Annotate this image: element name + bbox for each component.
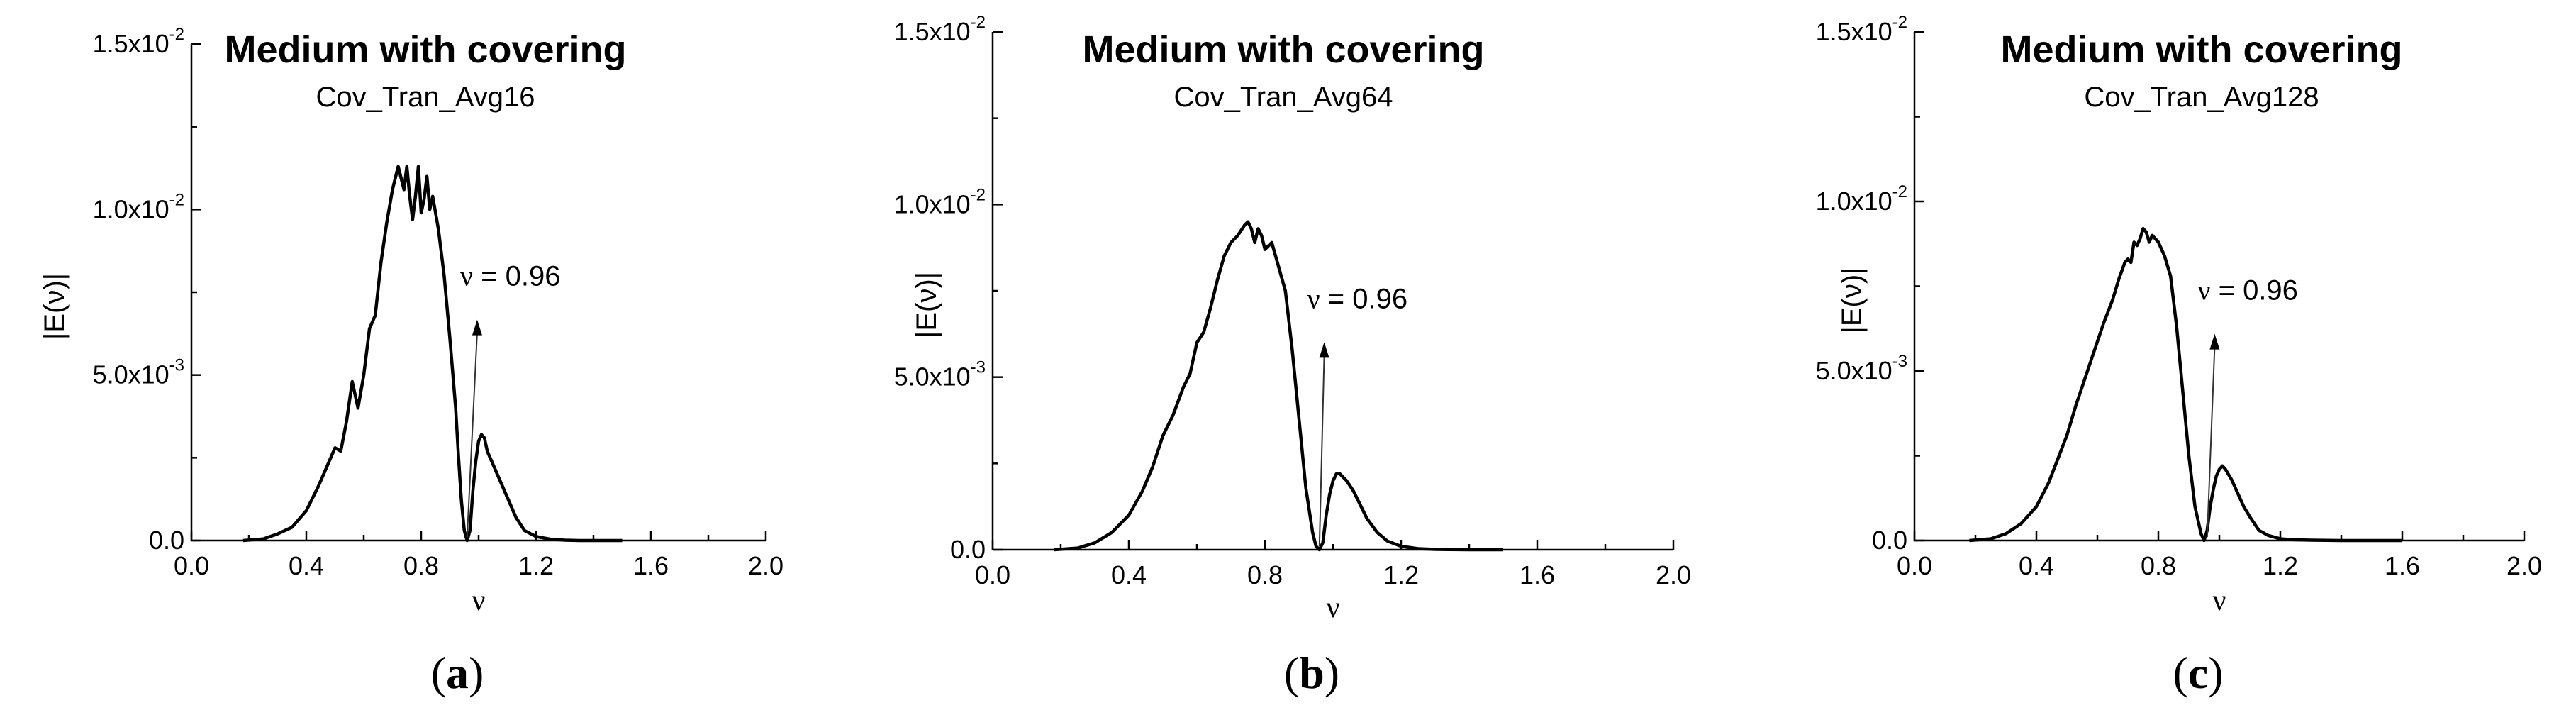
x-tick-label: 0.8 bbox=[1247, 560, 1283, 589]
panel-label: (c) bbox=[2173, 648, 2223, 698]
y-axis-label: |E(ν)| bbox=[911, 272, 942, 338]
y-tick-label: 5.0x10-3 bbox=[93, 356, 184, 389]
chart-panel-a: 0.0 0.4 0.8 1.2 1.6 2.0 0.0 5.0x10-3 1.0x10-2 1.5… bbox=[39, 25, 784, 698]
chart-subtitle: Cov_Tran_Avg16 bbox=[316, 82, 535, 113]
y-tick-label: 1.5x10-2 bbox=[894, 13, 986, 46]
x-tick-label: 1.2 bbox=[2263, 551, 2298, 580]
y-tick-label: 0.0 bbox=[149, 526, 184, 555]
series-line bbox=[1054, 220, 1503, 552]
annotation-arrow-head bbox=[472, 319, 482, 336]
x-tick-label: 1.2 bbox=[1383, 560, 1419, 589]
panel-label: (a) bbox=[431, 648, 484, 698]
x-tick-label: 0.4 bbox=[289, 551, 324, 580]
x-tick-label: 2.0 bbox=[748, 551, 784, 580]
y-axis-label: |E(ν)| bbox=[1836, 267, 1868, 333]
x-tick-label: 0.8 bbox=[403, 551, 439, 580]
annotation-arrow bbox=[466, 332, 478, 538]
y-tick-label: 1.5x10-2 bbox=[93, 25, 184, 58]
annotation-arrow bbox=[2206, 346, 2216, 538]
x-tick-label: 2.0 bbox=[1656, 560, 1691, 589]
y-axis-label: |E(ν)| bbox=[39, 273, 70, 340]
y-tick-label: 5.0x10-3 bbox=[1816, 352, 1907, 385]
annotation-arrow bbox=[1318, 355, 1325, 547]
chart-panel-b: 0.0 0.4 0.8 1.2 1.6 2.0 0.0 5.0x10-3 1.0x10-2 1.5… bbox=[894, 13, 1691, 698]
x-tick-label: 2.0 bbox=[2507, 551, 2542, 580]
x-tick-label: 0.0 bbox=[174, 551, 209, 580]
y-tick-label: 1.0x10-2 bbox=[894, 185, 986, 218]
y-tick-label: 1.0x10-2 bbox=[93, 190, 184, 223]
x-tick-label: 1.6 bbox=[2385, 551, 2420, 580]
chart-title: Medium with covering bbox=[224, 28, 626, 71]
annotation-label: ν = 0.96 bbox=[1307, 282, 1408, 314]
y-tick-label: 1.5x10-2 bbox=[1816, 13, 1907, 46]
x-axis-label: ν bbox=[2213, 584, 2226, 617]
x-tick-label: 0.4 bbox=[2019, 551, 2054, 580]
x-axis-label: ν bbox=[1327, 592, 1340, 624]
x-tick-label: 0.8 bbox=[2141, 551, 2176, 580]
x-axis-label: ν bbox=[472, 584, 486, 617]
annotation-arrow-head bbox=[2209, 333, 2220, 350]
y-tick-label: 1.0x10-2 bbox=[1816, 182, 1907, 216]
y-tick-label: 5.0x10-3 bbox=[894, 358, 986, 392]
x-tick-label: 1.6 bbox=[1520, 560, 1555, 589]
chart-subtitle: Cov_Tran_Avg128 bbox=[2084, 82, 2319, 113]
chart-title: Medium with covering bbox=[2000, 28, 2402, 71]
x-tick-label: 0.0 bbox=[975, 560, 1010, 589]
x-tick-label: 1.2 bbox=[518, 551, 554, 580]
y-tick-label: 0.0 bbox=[1872, 526, 1907, 555]
series-line bbox=[242, 165, 623, 543]
x-tick-label: 1.6 bbox=[633, 551, 669, 580]
x-tick-label: 0.4 bbox=[1111, 560, 1147, 589]
chart-title: Medium with covering bbox=[1082, 28, 1484, 71]
annotation-arrow-head bbox=[1319, 342, 1329, 358]
annotation-label: ν = 0.96 bbox=[460, 260, 561, 292]
annotation-label: ν = 0.96 bbox=[2197, 275, 2298, 306]
panel-label: (b) bbox=[1284, 648, 1339, 698]
series-line bbox=[1969, 226, 2402, 543]
chart-panel-c: 0.0 0.4 0.8 1.2 1.6 2.0 0.0 5.0x10-3 1.0x10-2 1.5… bbox=[1816, 13, 2542, 698]
x-tick-label: 0.0 bbox=[1897, 551, 1932, 580]
y-tick-label: 0.0 bbox=[950, 535, 986, 564]
chart-subtitle: Cov_Tran_Avg64 bbox=[1173, 82, 1393, 113]
